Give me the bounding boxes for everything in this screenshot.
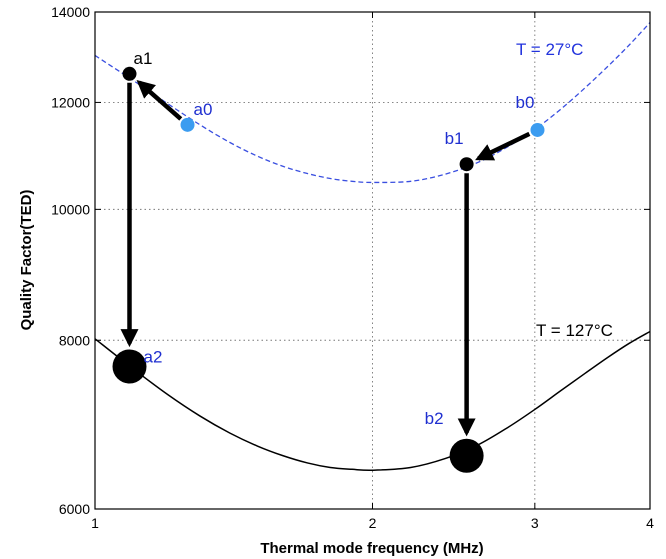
point-a1 (122, 66, 137, 81)
point-a0 (180, 117, 195, 132)
point-a2 (112, 349, 147, 384)
point-label-b1: b1 (445, 129, 464, 148)
point-label-b0: b0 (515, 93, 534, 112)
point-b2 (449, 438, 484, 473)
y-tick-label-2: 10000 (51, 201, 90, 217)
point-label-a0: a0 (194, 100, 213, 119)
y-tick-label-1: 8000 (59, 332, 90, 348)
x-tick-label-0: 1 (91, 515, 99, 531)
point-b0 (530, 122, 545, 137)
arrow-a0-a1 (136, 80, 183, 121)
arrow-b0-b1 (475, 131, 531, 161)
series-label-t127: T = 127°C (536, 321, 613, 340)
grid (95, 12, 650, 509)
y-axis-label: Quality Factor(TED) (18, 190, 35, 331)
series-label-t27: T = 27°C (516, 40, 583, 59)
series-line-1 (94, 330, 651, 472)
point-layer: a0 a1 a2 b0 b1 b2 (112, 49, 545, 473)
x-tick-label-1: 2 (369, 515, 377, 531)
point-label-b2: b2 (425, 409, 444, 428)
x-tick-label-2: 3 (531, 515, 539, 531)
x-axis-ticks: 1 2 3 4 (91, 12, 654, 531)
y-tick-label-3: 12000 (51, 94, 90, 110)
arrow-layer (120, 80, 531, 437)
x-axis-label: Thermal mode frequency (MHz) (260, 540, 483, 557)
point-label-a2: a2 (144, 347, 163, 366)
x-tick-label-3: 4 (646, 515, 654, 531)
point-b1 (459, 157, 474, 172)
series-line-0 (94, 22, 651, 184)
y-tick-label-4: 14000 (51, 4, 90, 20)
point-label-a1: a1 (134, 49, 153, 68)
y-axis-ticks: 6000 8000 10000 12000 14000 (51, 4, 650, 517)
series-layer (94, 22, 651, 472)
y-tick-label-0: 6000 (59, 501, 90, 517)
